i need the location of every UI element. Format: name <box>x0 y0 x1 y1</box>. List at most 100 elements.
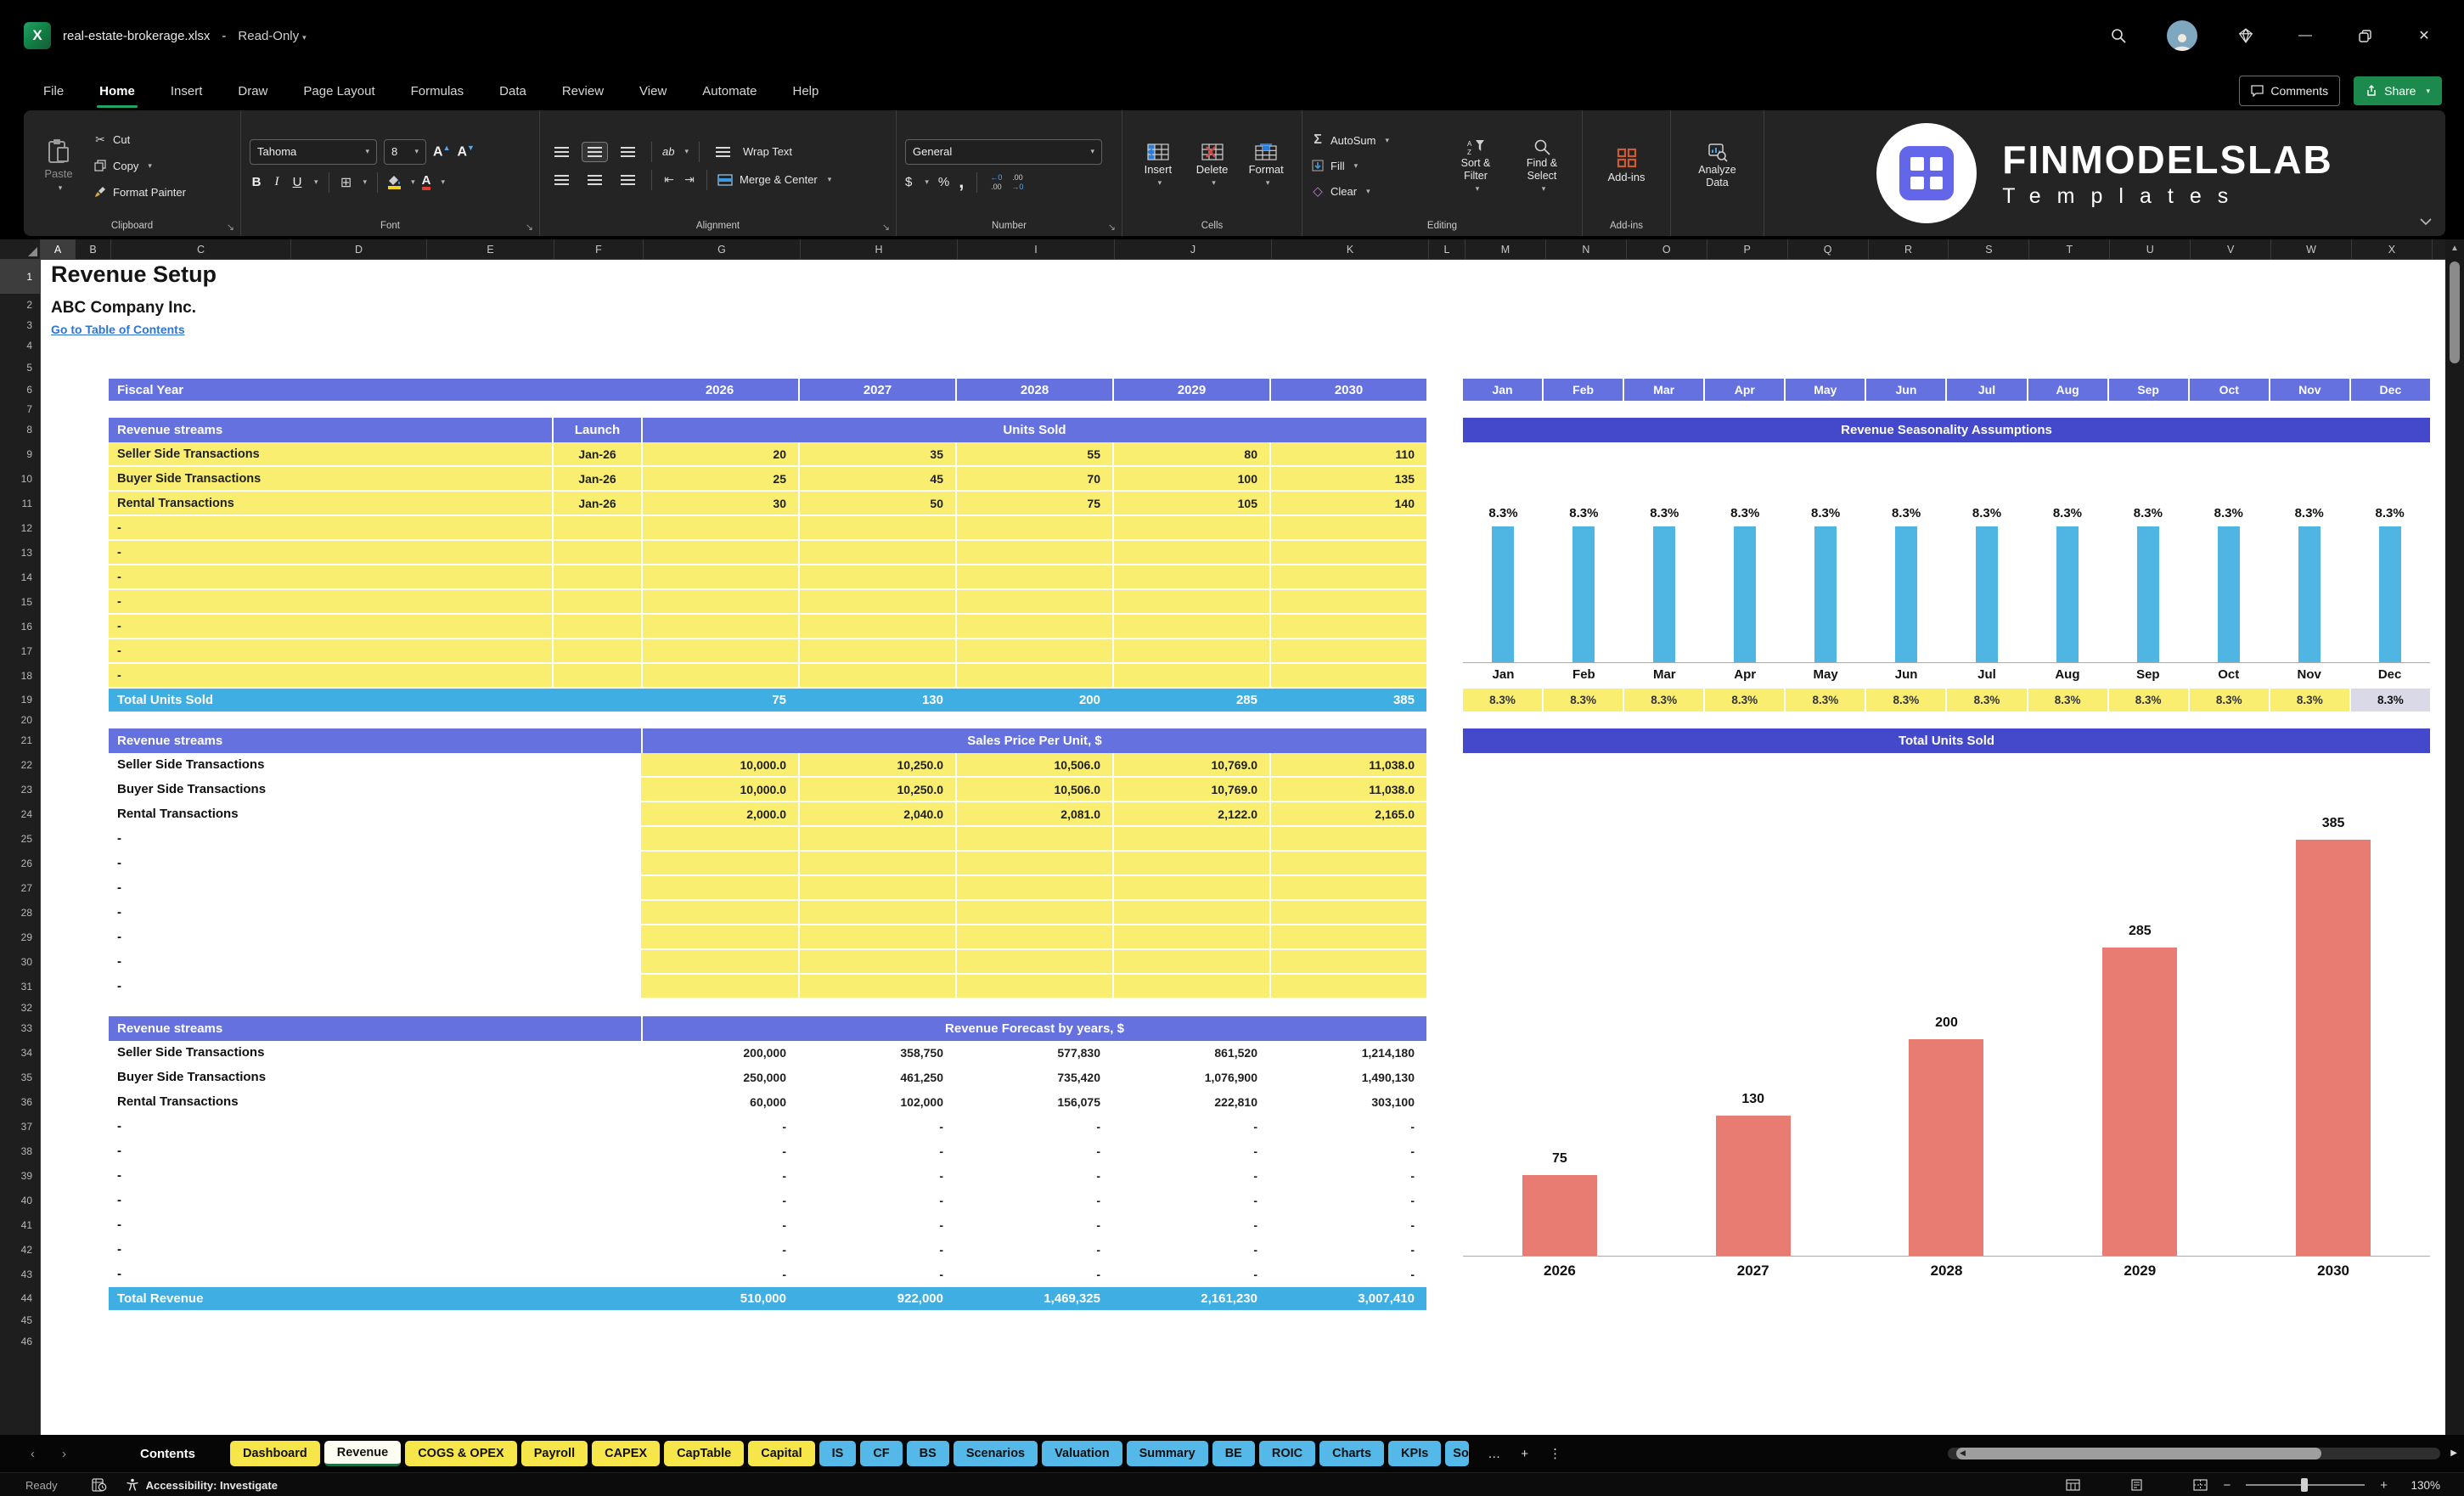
decrease-decimal-button[interactable]: .00 →0 <box>1011 173 1024 191</box>
toc-link[interactable]: Go to Table of Contents <box>51 323 185 336</box>
row-header-43[interactable]: 43 <box>20 1268 32 1280</box>
forecast-value-cell[interactable]: - <box>1410 1168 1415 1183</box>
italic-button[interactable]: I <box>274 175 279 188</box>
align-center-button[interactable] <box>582 170 608 190</box>
row-header-7[interactable]: 7 <box>26 403 32 415</box>
forecast-value-cell[interactable]: - <box>1410 1119 1415 1133</box>
price-value-cell[interactable] <box>1269 852 1426 875</box>
units-value-cell[interactable]: 25 <box>641 467 798 490</box>
units-value-cell[interactable] <box>955 639 1112 662</box>
launch-date-cell[interactable]: Jan-26 <box>552 492 641 515</box>
empty-stream-cell[interactable]: - <box>117 1119 121 1133</box>
price-value-cell[interactable]: 2,000.0 <box>641 802 798 825</box>
copy-button[interactable]: Copy ▾ <box>93 155 186 177</box>
seasonality-value-cell[interactable]: 8.3% <box>1623 689 1704 711</box>
forecast-value-cell[interactable]: 1,490,130 <box>1361 1070 1415 1084</box>
more-sheets-button[interactable]: … <box>1488 1446 1501 1461</box>
bold-button[interactable]: B <box>251 175 262 189</box>
units-value-cell[interactable] <box>1112 664 1269 687</box>
seasonality-value-cell[interactable]: 8.3% <box>2349 689 2430 711</box>
forecast-value-cell[interactable]: - <box>939 1193 943 1207</box>
total-units-value-cell[interactable]: 200 <box>1078 693 1100 707</box>
accessibility-icon[interactable] <box>126 1478 139 1492</box>
autosum-button[interactable]: Σ AutoSum ▾ <box>1311 129 1438 151</box>
underline-button[interactable]: U <box>292 175 302 189</box>
total-revenue-label[interactable]: Total Revenue <box>117 1291 204 1306</box>
sheet-title-cell[interactable]: Revenue Setup <box>51 262 217 287</box>
fiscal-year-cell[interactable]: 2030 <box>1269 379 1426 401</box>
seasonality-value-cell[interactable]: 8.3% <box>2268 689 2349 711</box>
column-header-J[interactable]: J <box>1115 239 1272 259</box>
row-header-17[interactable]: 17 <box>20 645 32 657</box>
row-header-14[interactable]: 14 <box>20 571 32 583</box>
units-bar[interactable] <box>1715 1116 1791 1256</box>
forecast-value-cell[interactable]: - <box>939 1168 943 1183</box>
row-header-27[interactable]: 27 <box>20 882 32 894</box>
revenue-forecast-header-cell[interactable]: Revenue Forecast by years, $ <box>641 1016 1426 1041</box>
row-header-2[interactable]: 2 <box>26 299 32 311</box>
forecast-value-cell[interactable]: 102,000 <box>900 1094 943 1109</box>
units-value-cell[interactable]: 20 <box>641 442 798 465</box>
column-header-Q[interactable]: Q <box>1788 239 1869 259</box>
units-value-cell[interactable] <box>798 590 955 613</box>
price-value-cell[interactable]: 10,250.0 <box>798 778 955 801</box>
vertical-scrollbar[interactable]: ▲ <box>2445 239 2464 1435</box>
price-value-cell[interactable]: 10,769.0 <box>1112 753 1269 776</box>
launch-date-cell[interactable] <box>552 664 641 687</box>
fiscal-year-cell[interactable]: 2028 <box>955 379 1112 401</box>
forecast-value-cell[interactable]: 735,420 <box>1057 1070 1100 1084</box>
row-header-45[interactable]: 45 <box>20 1314 32 1326</box>
price-value-cell[interactable] <box>1269 975 1426 998</box>
row-header-12[interactable]: 12 <box>20 522 32 534</box>
forecast-value-cell[interactable]: - <box>782 1119 786 1133</box>
row-header-35[interactable]: 35 <box>20 1071 32 1083</box>
units-value-cell[interactable] <box>641 639 798 662</box>
empty-stream-cell[interactable]: - <box>117 1193 121 1207</box>
seasonality-value-cell[interactable]: 8.3% <box>1865 689 1946 711</box>
decrease-indent-button[interactable]: ⇤ <box>664 172 674 186</box>
align-left-button[interactable] <box>548 170 575 190</box>
font-family-select[interactable]: Tahoma ▾ <box>250 138 377 165</box>
price-value-cell[interactable]: 11,038.0 <box>1269 753 1426 776</box>
accessibility-status[interactable]: Accessibility: Investigate <box>145 1478 278 1492</box>
column-header-P[interactable]: P <box>1707 239 1788 259</box>
units-chart-title[interactable]: Total Units Sold <box>1463 728 2430 753</box>
price-value-cell[interactable] <box>641 901 798 924</box>
forecast-value-cell[interactable]: 577,830 <box>1057 1045 1100 1060</box>
comments-button[interactable]: Comments <box>2239 76 2341 106</box>
minimize-button[interactable]: — <box>2298 28 2312 42</box>
column-header-M[interactable]: M <box>1465 239 1546 259</box>
price-value-cell[interactable] <box>955 901 1112 924</box>
row-header-42[interactable]: 42 <box>20 1244 32 1256</box>
forecast-value-cell[interactable]: - <box>1410 1218 1415 1232</box>
horizontal-scrollbar-thumb[interactable]: ◀ <box>1956 1448 2321 1459</box>
month-header-cell[interactable]: Feb <box>1542 379 1623 401</box>
column-header-E[interactable]: E <box>427 239 554 259</box>
seasonality-bar[interactable] <box>1492 526 1515 662</box>
merge-center-button[interactable]: Merge & Center <box>740 173 818 186</box>
revenue-stream-name-cell[interactable]: Buyer Side Transactions <box>117 1070 267 1084</box>
zoom-slider-thumb[interactable] <box>2300 1478 2308 1492</box>
revenue-stream-name-cell[interactable]: Rental Transactions <box>117 1094 239 1109</box>
sheet-tab-payroll[interactable]: Payroll <box>520 1441 588 1466</box>
empty-stream-cell[interactable]: - <box>117 880 121 895</box>
forecast-value-cell[interactable]: - <box>1253 1242 1257 1257</box>
units-value-cell[interactable] <box>798 516 955 539</box>
month-header-cell[interactable]: Apr <box>1703 379 1785 401</box>
price-value-cell[interactable] <box>955 925 1112 948</box>
price-value-cell[interactable] <box>641 852 798 875</box>
forecast-value-cell[interactable]: - <box>1096 1193 1100 1207</box>
row-header-23[interactable]: 23 <box>20 784 32 796</box>
avatar[interactable] <box>2167 20 2197 51</box>
units-value-cell[interactable] <box>798 664 955 687</box>
forecast-value-cell[interactable]: - <box>1253 1267 1257 1281</box>
row-header-26[interactable]: 26 <box>20 858 32 869</box>
row-header-1[interactable]: 1 <box>0 260 40 294</box>
total-revenue-value-cell[interactable]: 3,007,410 <box>1358 1291 1415 1306</box>
price-value-cell[interactable]: 10,250.0 <box>798 753 955 776</box>
price-value-cell[interactable]: 11,038.0 <box>1269 778 1426 801</box>
column-header-H[interactable]: H <box>801 239 958 259</box>
price-value-cell[interactable] <box>1112 852 1269 875</box>
sheet-tab-be[interactable]: BE <box>1212 1441 1255 1466</box>
units-value-cell[interactable] <box>1269 590 1426 613</box>
